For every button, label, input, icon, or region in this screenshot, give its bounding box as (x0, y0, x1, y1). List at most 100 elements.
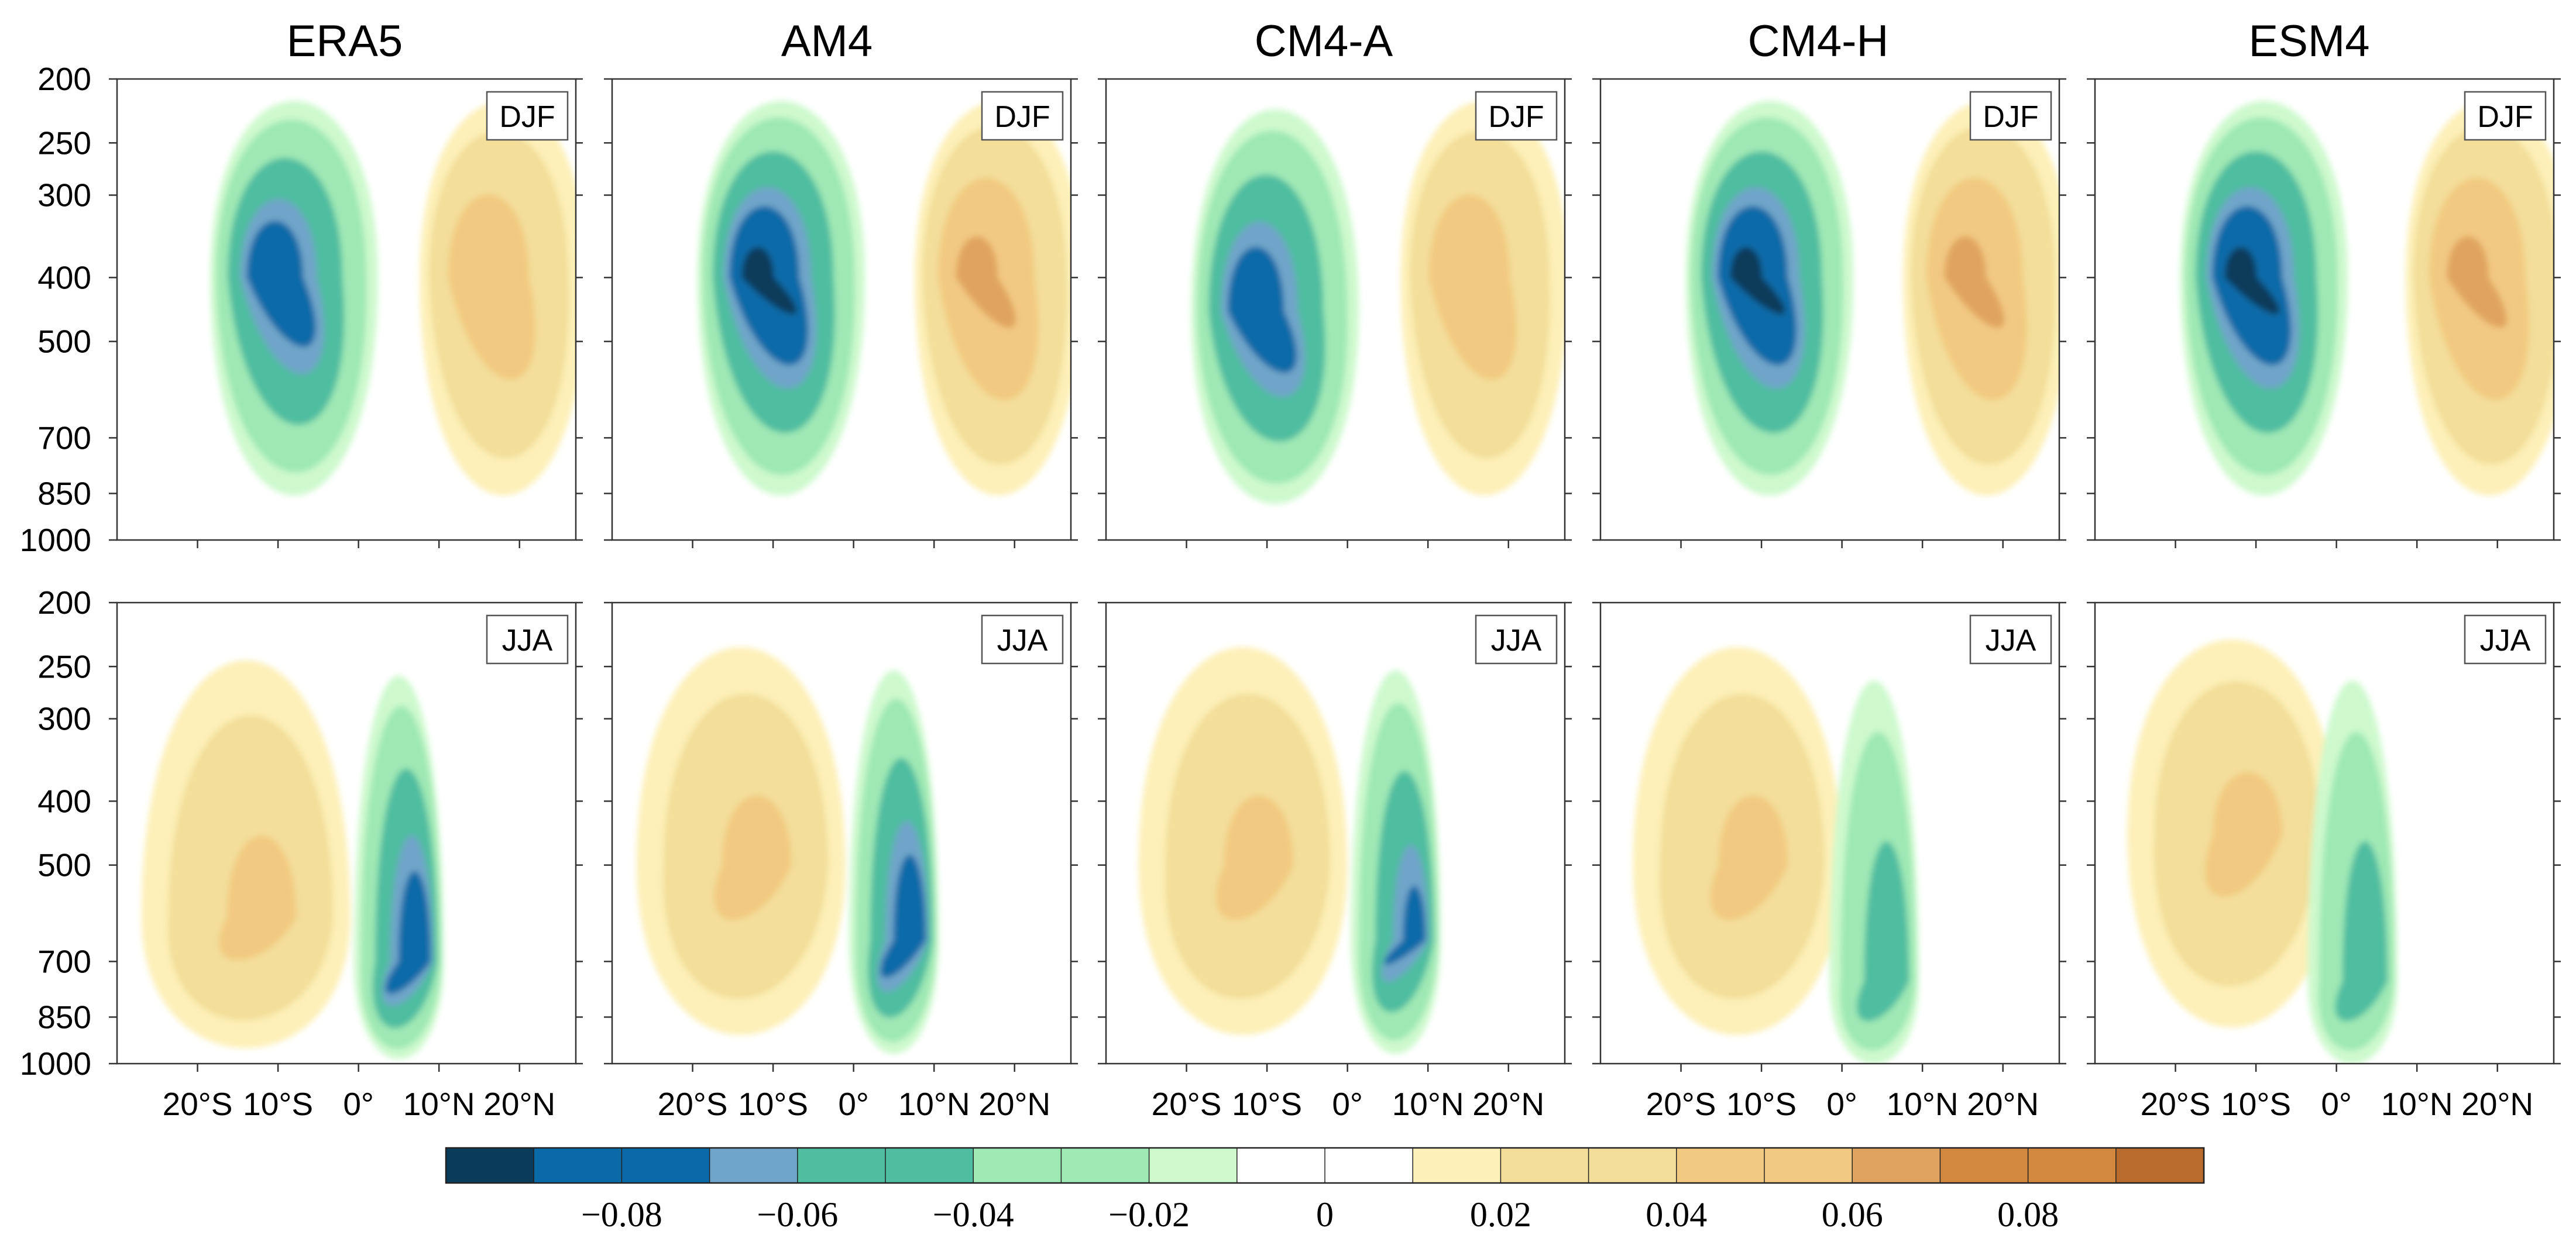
panel-ESM4-JJA: 20°S 10°S 0° 10°N 20°N JJA (2087, 601, 2561, 1122)
colorbar: −0.08 −0.06 −0.04 −0.02 0 0.02 0.04 0.06 0.08 (445, 1147, 2205, 1234)
negative-contour-level (1861, 902, 1905, 1005)
colorbar-swatch (885, 1147, 974, 1184)
negative-contour-level (1235, 274, 1292, 348)
x-tick-label: 10°N (898, 1086, 970, 1122)
colorbar-swatch (1764, 1147, 1853, 1184)
x-tick-label: 10°N (403, 1086, 475, 1122)
panel-frame (1599, 78, 2060, 541)
y-tick-label: 300 (37, 177, 91, 214)
x-tick-label: 10°S (243, 1086, 313, 1122)
panel-frame (611, 78, 1072, 541)
x-tick-label: 0° (2321, 1086, 2352, 1122)
panel-frame (1105, 601, 1566, 1065)
x-tick-label: 20°S (163, 1086, 233, 1122)
y-tick-label: 400 (37, 783, 91, 819)
x-tick-label: 10°S (2221, 1086, 2291, 1122)
x-tick-label: 20°N (2461, 1086, 2533, 1122)
y-tick-label: 500 (37, 847, 91, 883)
contour-field (612, 603, 1071, 1064)
x-tick-label: 20°S (2141, 1086, 2211, 1122)
x-tick-label: 10°N (1887, 1086, 1959, 1122)
colorbar-tick-label: −0.02 (1108, 1195, 1190, 1234)
y-tick-label: 500 (37, 324, 91, 360)
colorbar-swatch (2027, 1147, 2117, 1184)
panel-CM4-H-JJA: 20°S 10°S 0° 10°N 20°N JJA (1592, 601, 2066, 1122)
x-tick-label: 20°S (658, 1086, 728, 1122)
y-tick-label: 700 (37, 943, 91, 979)
y-tick-label: 400 (37, 259, 91, 295)
x-tick-label: 0° (1826, 1086, 1857, 1122)
panel-CM4-A-JJA: 20°S 10°S 0° 10°N 20°N JJA (1098, 601, 1572, 1122)
y-tick-label: 700 (37, 419, 91, 456)
x-tick-label: 20°N (483, 1086, 555, 1122)
x-tick-label: 10°N (2381, 1086, 2453, 1122)
season-label: DJF (2477, 100, 2533, 134)
season-label: JJA (1491, 624, 1542, 658)
negative-contour-level (2340, 902, 2384, 1005)
season-label: JJA (2480, 624, 2531, 658)
panel-frame (116, 78, 577, 541)
colorbar-swatch (1324, 1147, 1414, 1184)
colorbar-swatch (709, 1147, 799, 1184)
negative-contour-level (880, 854, 926, 978)
contour-field (117, 603, 576, 1064)
season-label: DJF (1488, 100, 1544, 134)
contour-field (1106, 79, 1565, 540)
y-tick-label: 200 (37, 584, 91, 621)
colorbar-tick-label: 0.02 (1470, 1195, 1531, 1234)
x-tick-label: 10°N (1392, 1086, 1464, 1122)
panel-frame (2094, 78, 2555, 541)
x-tick-label: 20°S (1646, 1086, 1716, 1122)
panel-AM4-DJF: DJF (604, 78, 1078, 548)
positive-contour-level (1215, 795, 1294, 920)
colorbar-tick-label: 0 (1316, 1195, 1334, 1234)
panel-CM4-H-DJF: DJF (1592, 78, 2066, 548)
colorbar-swatch (445, 1147, 535, 1184)
positive-contour-level (1944, 236, 2005, 328)
y-tick-label: 300 (37, 701, 91, 737)
column-title: AM4 (781, 16, 873, 66)
panel-CM4-A-DJF: DJF (1098, 78, 1572, 548)
colorbar-swatch (1500, 1147, 1589, 1184)
negative-contour-level (1384, 885, 1426, 965)
colorbar-swatch (1237, 1147, 1326, 1184)
panel-grid: 200 250 300 400 500 700 850 1000 DJF DJF DJF DJF DJF… (20, 61, 2561, 1122)
y-tick-label: 250 (37, 125, 91, 161)
negative-contour-level (882, 891, 923, 963)
column-title: ESM4 (2249, 16, 2370, 66)
column-title: CM4-H (1748, 16, 1889, 66)
column-title: ERA5 (287, 16, 403, 66)
contour-field (2095, 79, 2554, 540)
colorbar-swatch (797, 1147, 887, 1184)
column-titles: ERA5 AM4 CM4-A CM4-H ESM4 (287, 16, 2370, 66)
x-tick-label: 10°S (738, 1086, 808, 1122)
colorbar-swatch (973, 1147, 1062, 1184)
y-tick-label: 250 (37, 648, 91, 685)
negative-contour-level (1730, 247, 1785, 314)
x-tick-label: 0° (838, 1086, 869, 1122)
colorbar-swatch (2115, 1147, 2205, 1184)
x-tick-label: 20°N (1967, 1086, 2039, 1122)
colorbar-swatch (1939, 1147, 2029, 1184)
colorbar-swatch (1412, 1147, 1502, 1184)
column-title: CM4-A (1255, 16, 1393, 66)
colorbar-tick-label: −0.06 (757, 1195, 838, 1234)
panel-frame (611, 601, 1072, 1065)
panel-frame (2094, 601, 2555, 1065)
positive-contour-level (1710, 795, 1788, 920)
season-label-box (2464, 614, 2547, 665)
season-label-box (486, 614, 569, 665)
season-label-box (1475, 91, 1558, 141)
contour-field (2095, 603, 2554, 1064)
contour-field (1106, 603, 1565, 1064)
season-label-box (981, 614, 1064, 665)
season-label: DJF (1983, 100, 2038, 134)
season-label-box (981, 91, 1064, 141)
negative-contour-level (2224, 247, 2280, 314)
season-label: JJA (997, 624, 1048, 658)
contour-field (1600, 79, 2059, 540)
colorbar-swatch (1588, 1147, 1678, 1184)
negative-contour-level (387, 909, 428, 981)
contour-field (612, 79, 1071, 540)
